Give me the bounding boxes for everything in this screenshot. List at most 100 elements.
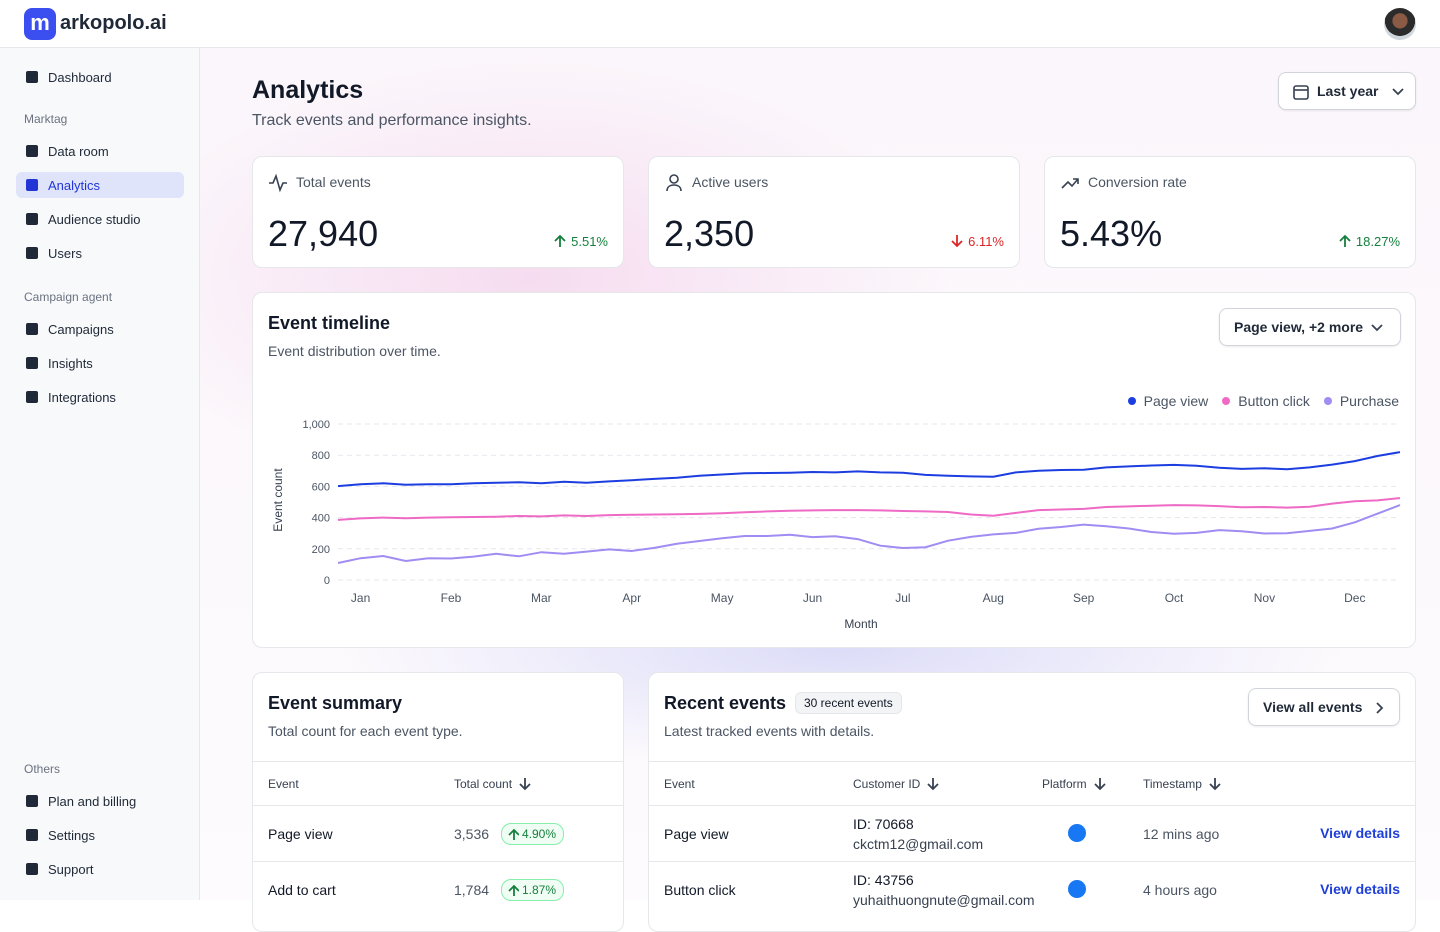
timestamp: 4 hours ago xyxy=(1143,882,1217,898)
chevron xyxy=(1392,88,1404,96)
nav-item[interactable]: Plan and billing xyxy=(16,788,184,814)
nav-item[interactable]: Support xyxy=(16,856,184,882)
event-name: Page view xyxy=(664,826,729,842)
date-filter[interactable]: Last year xyxy=(1278,72,1416,110)
chevron xyxy=(1376,702,1384,714)
kpi-change-value: 5.51% xyxy=(571,234,608,249)
logo[interactable]: m xyxy=(24,8,56,40)
x-tick-label: Feb xyxy=(441,591,462,605)
divider xyxy=(649,805,1415,806)
series-line xyxy=(337,497,1401,521)
arrow-path xyxy=(554,234,566,247)
legend-label: Button click xyxy=(1238,393,1310,409)
column-header: Timestamp xyxy=(1143,777,1222,791)
column-header: Event xyxy=(664,777,695,791)
chart-subtitle: Event distribution over time. xyxy=(268,343,441,359)
x-tick-label: Jun xyxy=(803,591,822,605)
x-axis-label: Month xyxy=(844,617,877,631)
kpi-icon-path xyxy=(1061,178,1079,189)
column-header: Platform xyxy=(1042,777,1107,791)
page: m arkopolo.ai Dashboard Marktag Data room A… xyxy=(0,8,1440,932)
date-filter-label: Last year xyxy=(1317,83,1379,99)
nav-item[interactable]: Data room xyxy=(16,138,184,164)
nav-label: Campaigns xyxy=(48,322,114,337)
view-details-link[interactable]: View details xyxy=(1320,825,1400,841)
divider xyxy=(253,761,623,762)
nav-item[interactable]: Analytics xyxy=(16,172,184,198)
event-summary-card: Event summary Total count for each event… xyxy=(252,672,624,932)
kpi-icon xyxy=(1061,178,1079,189)
change-value: 4.90% xyxy=(522,827,557,841)
kpi-label: Conversion rate xyxy=(1088,174,1187,190)
nav-section-title: Others xyxy=(24,762,61,776)
x-tick-label: Aug xyxy=(983,591,1004,605)
event-count: 3,536 xyxy=(454,826,490,842)
arrow-path xyxy=(508,828,519,840)
customer-email: ckctm12@gmail.com xyxy=(853,836,984,852)
arrow-path xyxy=(1209,778,1221,791)
nav-item[interactable]: Dashboard xyxy=(16,64,184,90)
avatar[interactable] xyxy=(1384,8,1416,40)
nav-item[interactable]: Insights xyxy=(16,350,184,376)
legend-label: Purchase xyxy=(1339,393,1399,409)
nav-icon xyxy=(26,179,38,191)
recent-badge: 30 recent events xyxy=(795,692,902,714)
x-tick-label: Oct xyxy=(1165,591,1184,605)
y-tick-label: 400 xyxy=(312,513,330,525)
nav-icon xyxy=(26,247,38,259)
nav-label: Analytics xyxy=(48,178,101,193)
arrow-path xyxy=(508,884,519,896)
nav-item[interactable]: Campaigns xyxy=(16,316,184,342)
nav-item[interactable]: Audience studio xyxy=(16,206,184,232)
summary-subtitle: Total count for each event type. xyxy=(268,723,463,739)
y-tick-label: 800 xyxy=(312,450,330,462)
kpi-change: 18.27% xyxy=(1338,234,1400,249)
brand[interactable]: arkopolo.ai xyxy=(60,12,167,34)
nav-label: Support xyxy=(48,862,94,877)
arrow-down xyxy=(1209,778,1221,791)
kpi-label: Active users xyxy=(692,174,769,190)
arrow-up xyxy=(1339,234,1351,247)
arrow-path xyxy=(951,235,963,248)
nav-label: Users xyxy=(48,246,82,261)
view-all-button[interactable]: View all events xyxy=(1248,688,1400,726)
event-filter[interactable]: Page view, +2 more xyxy=(1219,308,1401,346)
y-tick-label: 0 xyxy=(324,575,330,587)
calendar-icon xyxy=(1293,85,1309,100)
arrow-down xyxy=(951,235,963,248)
nav-label: Settings xyxy=(48,828,95,843)
legend-dot xyxy=(1127,397,1136,405)
column-header: Customer ID xyxy=(853,777,940,791)
arrow-path xyxy=(1339,234,1351,247)
nav-item[interactable]: Integrations xyxy=(16,384,184,410)
chevron xyxy=(1371,324,1383,332)
arrow-up xyxy=(508,884,519,896)
arrow-path xyxy=(519,778,531,791)
nav-label: Plan and billing xyxy=(48,794,137,809)
kpi-value: 27,940 xyxy=(268,213,379,254)
x-tick-label: Nov xyxy=(1254,591,1275,605)
nav-icon xyxy=(26,391,38,403)
nav-icon xyxy=(26,357,38,369)
change-pill: 1.87% xyxy=(501,879,565,901)
arrow-down xyxy=(927,778,939,791)
chart: 0 200 400 600 800 1,000 Jan Feb Mar Apr May Jun Jul A… xyxy=(271,419,1401,631)
sidebar: Dashboard Marktag Data room Analytics Audien… xyxy=(0,48,200,900)
y-tick-label: 1,000 xyxy=(302,419,330,431)
y-axis-label: Event count xyxy=(271,468,285,532)
nav-section-title: Marktag xyxy=(24,112,68,126)
legend: Page view Button click Purchase xyxy=(1127,393,1399,409)
nav-item[interactable]: Users xyxy=(16,240,184,266)
timestamp: 12 mins ago xyxy=(1143,826,1220,842)
column-label: Platform xyxy=(1042,777,1087,791)
nav-label: Insights xyxy=(48,356,93,371)
change-value: 1.87% xyxy=(522,883,557,897)
divider xyxy=(253,861,623,862)
kpi-icon-path xyxy=(269,173,287,193)
view-details-link[interactable]: View details xyxy=(1320,881,1400,897)
y-tick-label: 200 xyxy=(312,544,330,556)
column-label: Event xyxy=(664,777,695,791)
arrow-path xyxy=(1094,778,1106,791)
nav-item[interactable]: Settings xyxy=(16,822,184,848)
nav-icon xyxy=(26,795,38,807)
